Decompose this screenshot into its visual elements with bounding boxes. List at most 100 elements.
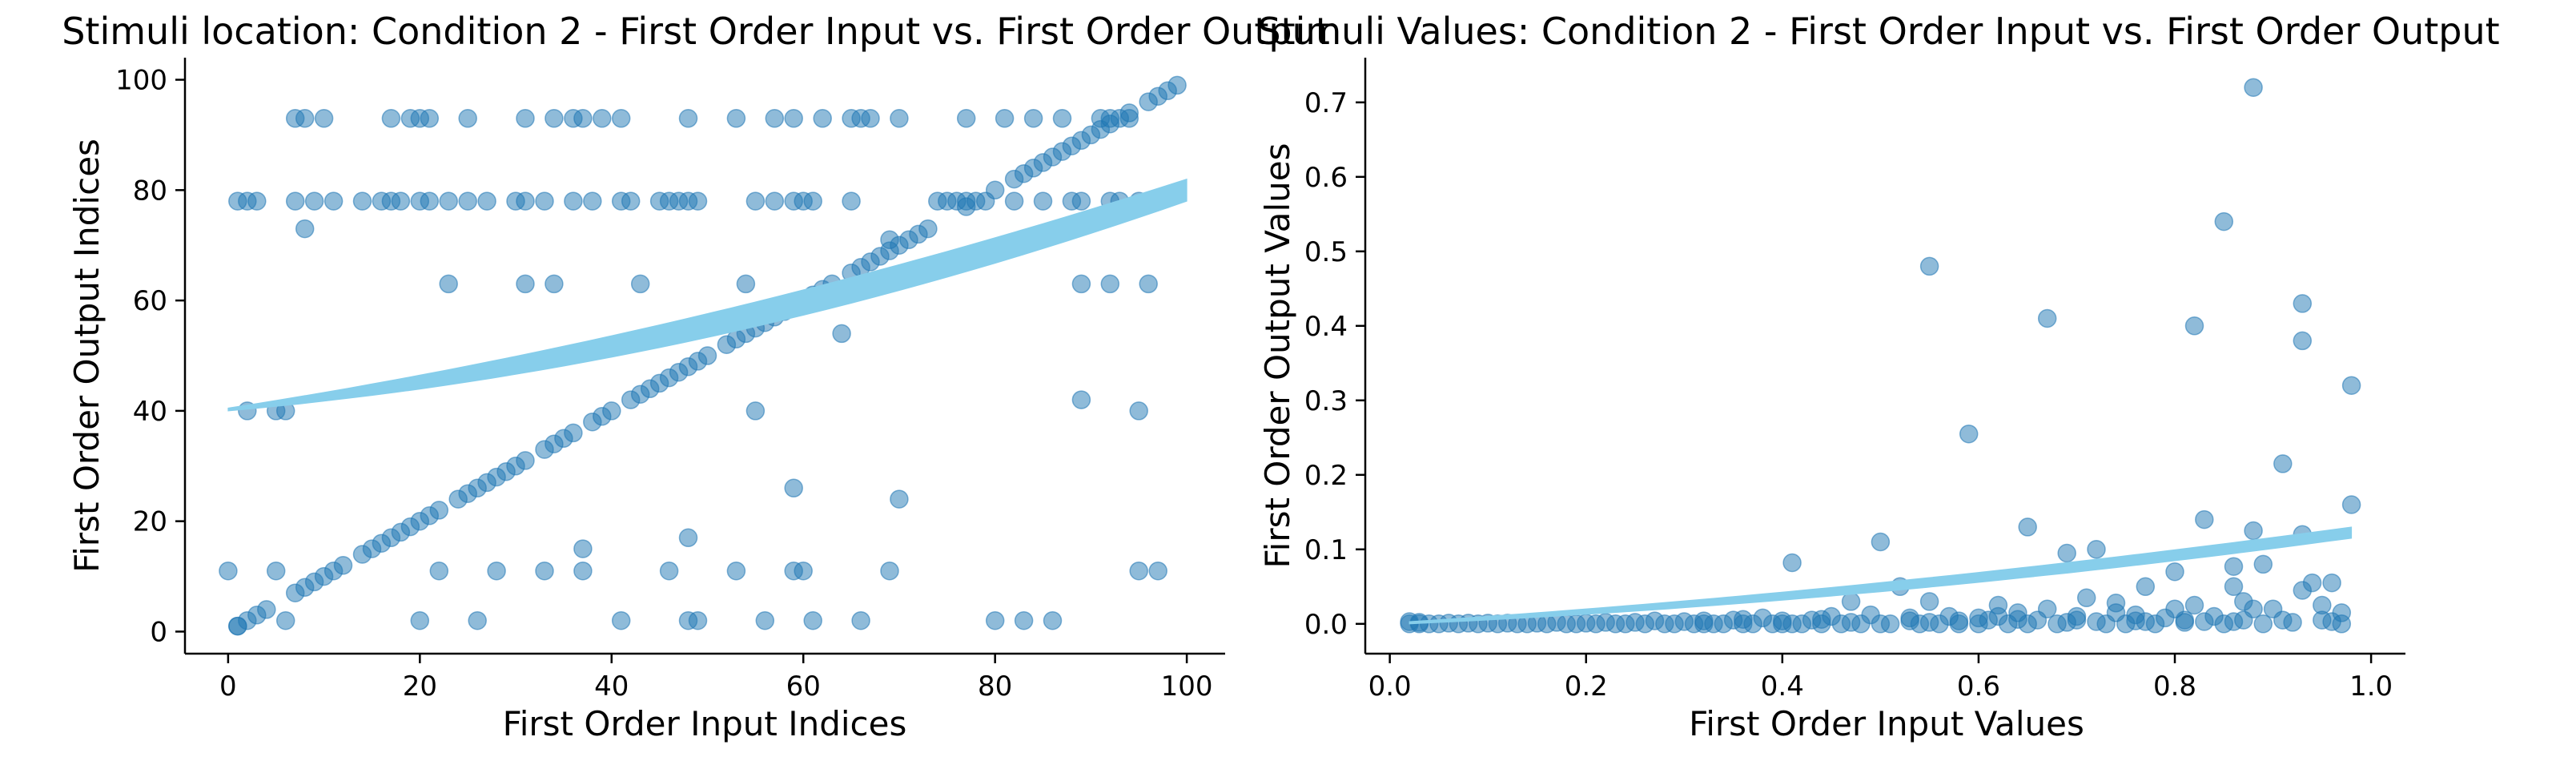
right-scatter-point [1734, 610, 1753, 629]
right-scatter-point [1880, 614, 1900, 634]
right-scatter-point [2184, 595, 2204, 615]
right-scatter-point [1919, 256, 1939, 276]
right-y-tick-label: 0.4 [1304, 311, 1348, 343]
left-scatter-point [678, 528, 698, 548]
right-scatter-point [1969, 608, 1988, 628]
left-scatter-point [439, 274, 458, 294]
left-scatter-point [583, 191, 602, 211]
left-scatter-point [304, 191, 324, 211]
left-y-tick-label: 20 [133, 506, 167, 538]
right-x-tick-label: 0.8 [2153, 670, 2196, 703]
right-y-tick-label: 0.2 [1304, 460, 1348, 492]
right-y-tick-label: 0.1 [1304, 534, 1348, 566]
left-y-tick-label: 80 [133, 175, 167, 207]
left-scatter-point [1033, 191, 1053, 211]
left-y-tick-label: 100 [115, 65, 167, 97]
left-scatter-point [295, 109, 315, 128]
right-scatter-point [2018, 517, 2037, 537]
left-scatter-point [1129, 561, 1148, 581]
left-scatter-point [420, 191, 440, 211]
right-x-ticks: 0.0 0.2 0.4 0.6 0.8 1.0 [1368, 654, 2393, 703]
left-scatter-point [247, 191, 267, 211]
left-scatter-point [285, 191, 305, 211]
right-scatter-point [2244, 521, 2263, 541]
left-scatter-point [1071, 274, 1091, 294]
right-scatter-point [2322, 573, 2341, 593]
right-scatter-point [2214, 211, 2234, 232]
left-scatter-point [295, 219, 315, 239]
left-x-axis-label: First Order Input Indices [503, 704, 907, 743]
left-scatter-point [593, 109, 612, 128]
right-chart-panel: Stimuli Values: Condition 2 - First Orde… [1257, 10, 2499, 743]
right-y-tick-label: 0.3 [1304, 385, 1348, 417]
left-scatter-point [1100, 274, 1120, 294]
right-y-tick-label: 0.7 [1304, 87, 1348, 119]
right-scatter-point [2008, 610, 2027, 629]
right-x-tick-label: 0.6 [1957, 670, 2000, 703]
left-scatter-point [564, 191, 583, 211]
right-scatter-point [1812, 610, 1831, 629]
right-scatter-point [1782, 553, 1802, 573]
left-x-tick-label: 40 [594, 670, 629, 703]
right-y-ticks: 0.0 0.1 0.2 0.3 0.4 0.5 0.6 0.7 [1304, 87, 1365, 641]
left-scatter-point [1014, 610, 1034, 630]
left-scatter-point [487, 561, 506, 581]
right-scatter-point [2293, 294, 2313, 313]
left-y-ticks: 0 20 40 60 80 100 [115, 65, 185, 648]
left-scatter-point [1071, 191, 1091, 211]
left-scatter-point [573, 109, 593, 128]
left-scatter-point [314, 109, 334, 128]
left-scatter-point [468, 610, 487, 630]
right-scatter-point [2224, 557, 2244, 576]
right-chart-title: Stimuli Values: Condition 2 - First Orde… [1257, 10, 2499, 53]
left-x-tick-label: 60 [786, 670, 821, 703]
left-scatter-point [1119, 109, 1139, 128]
left-scatter-point [1043, 610, 1063, 630]
left-scatter-point [1052, 109, 1072, 128]
right-scatter-point [1714, 614, 1734, 634]
right-x-tick-label: 0.0 [1368, 670, 1412, 703]
right-scatter-point [2037, 308, 2057, 328]
left-scatter-point [1100, 109, 1120, 128]
right-scatter-point [1586, 614, 1605, 634]
left-scatter-point [1167, 75, 1187, 95]
left-scatter-point [429, 501, 449, 520]
left-scatter-point [458, 191, 477, 211]
left-scatter-point [736, 274, 756, 294]
left-scatter-point [564, 423, 583, 443]
left-scatter-point [352, 191, 372, 211]
right-x-tick-label: 0.4 [1761, 670, 1804, 703]
right-scatter-point [2293, 331, 2313, 351]
right-scatter-point [2087, 540, 2106, 559]
right-scatter-point [1773, 611, 1792, 630]
left-y-axis-label: First Order Output Indices [67, 139, 106, 573]
right-scatter-point [2234, 610, 2253, 630]
left-scatter-point [266, 561, 286, 581]
left-scatter-point [956, 109, 976, 128]
left-scatter-point [516, 274, 535, 294]
right-scatter-point [2341, 495, 2361, 514]
right-scatter-point [2096, 614, 2116, 634]
left-scatter-point [688, 191, 708, 211]
left-scatter-point [745, 191, 766, 211]
left-scatter-point [765, 109, 785, 128]
left-scatter-point [1004, 191, 1024, 211]
left-scatter-point [784, 109, 803, 128]
left-scatter-point [880, 561, 899, 581]
left-scatter-point [659, 561, 679, 581]
left-scatter-point [410, 610, 430, 630]
left-scatter-point [890, 489, 909, 509]
left-scatter-point [1071, 390, 1091, 409]
left-scatter-point [333, 556, 353, 575]
left-scatter-point [1139, 274, 1158, 294]
left-scatter-point [228, 616, 247, 636]
left-x-tick-label: 100 [1161, 670, 1213, 703]
left-x-tick-label: 20 [403, 670, 437, 703]
left-scatter-point [842, 191, 861, 211]
left-scatter-point [832, 324, 851, 344]
right-scatter-point [2293, 581, 2313, 600]
left-scatter-point [726, 561, 746, 581]
right-scatter-point [2244, 78, 2263, 97]
right-scatter-point [1841, 592, 1861, 611]
